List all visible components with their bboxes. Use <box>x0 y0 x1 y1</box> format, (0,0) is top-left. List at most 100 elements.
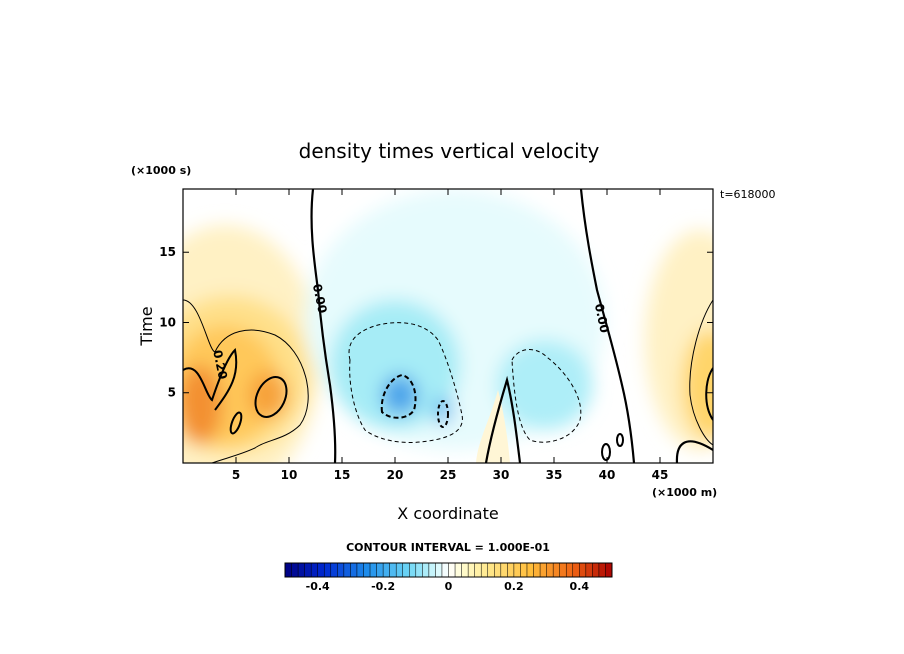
colorbar-cell <box>513 562 521 578</box>
colorbar-cell <box>539 562 548 578</box>
x-unit-label: (×1000 m) <box>652 486 717 499</box>
colorbar-cell <box>500 562 508 578</box>
colorbar-cell <box>415 562 423 578</box>
colorbar-cell <box>559 562 567 578</box>
contour-0.1-right <box>689 299 713 446</box>
contour-zero-far-right <box>675 440 713 463</box>
colorbar-cell <box>487 562 495 578</box>
y-tick-label: 15 <box>159 245 176 259</box>
colorbar: -0.4 -0.2 0 0.2 0.4 <box>284 562 613 593</box>
contour-interval-label: CONTOUR INTERVAL = 1.000E-01 <box>346 541 550 554</box>
colorbar-cell <box>343 562 351 578</box>
colorbar-cell <box>291 562 299 578</box>
field-neg-right <box>497 340 593 430</box>
x-tick-label: 20 <box>387 468 404 482</box>
contour-label: 0.00 <box>592 302 612 334</box>
contour-neg0.2-core2 <box>437 400 449 428</box>
y-tick-label: 5 <box>168 386 176 400</box>
colorbar-cell <box>461 562 469 578</box>
colorbar-tick-label: -0.2 <box>371 580 395 593</box>
time-label: t=618000 <box>720 188 776 201</box>
colorbar-cell <box>356 562 364 578</box>
contour-label: 0.00 <box>310 283 330 315</box>
colorbar-cell <box>428 562 436 578</box>
colorbar-cell <box>330 562 338 578</box>
y-axis-label: Time <box>137 306 156 346</box>
colorbar-cell <box>389 562 397 578</box>
colorbar-tick-label: -0.4 <box>306 580 330 593</box>
colorbar-cell <box>454 562 463 578</box>
colorbar-cell <box>467 562 476 578</box>
contour-0.1-left <box>183 299 309 463</box>
colorbar-cell <box>448 562 456 578</box>
y-tick-label: 10 <box>159 315 176 329</box>
contour-0.2-lobe <box>254 376 288 418</box>
x-tick-label: 5 <box>232 468 240 482</box>
colorbar-cell <box>526 562 534 578</box>
colorbar-tick-label: 0 <box>445 580 453 593</box>
colorbar-cell <box>572 562 580 578</box>
colorbar-cell <box>435 562 443 578</box>
contour-zero-tongue <box>484 375 522 463</box>
colorbar-cell <box>317 562 325 578</box>
x-tick-label: 15 <box>334 468 351 482</box>
contour-lines <box>183 189 713 463</box>
colorbar-cell <box>533 562 541 578</box>
contour-neg0.2-core <box>380 373 417 419</box>
colorbar-cell <box>369 562 378 578</box>
contour-neg0.1-right <box>511 349 582 443</box>
contour-labels: 0.20 0.00 0.00 <box>210 283 611 381</box>
field-shading <box>183 190 713 463</box>
plot-area: 0.20 0.00 0.00 <box>183 189 713 463</box>
colorbar-tick-label: 0.2 <box>504 580 524 593</box>
colorbar-cell <box>382 562 391 578</box>
colorbar-cell <box>422 562 430 578</box>
field-neg-main <box>330 300 460 430</box>
colorbar-cell <box>402 562 410 578</box>
colorbar-cell <box>585 562 593 578</box>
colorbar-cell <box>552 562 561 578</box>
x-axis: 5 10 15 20 25 30 35 40 45 <box>232 189 669 482</box>
colorbar-cell <box>605 562 613 578</box>
contour-0.2-right <box>705 367 713 421</box>
colorbar-cell <box>363 562 371 578</box>
field-left-lobe <box>248 371 288 419</box>
contour-0.2-small <box>229 411 243 435</box>
colorbar-cell <box>579 562 587 578</box>
colorbar-tick-label: 0.4 <box>570 580 590 593</box>
y-axis: 5 10 15 <box>159 245 713 400</box>
colorbar-cell <box>520 562 528 578</box>
colorbar-cell <box>297 562 306 578</box>
colorbar-cell <box>598 562 606 578</box>
y-unit-label: (×1000 s) <box>131 164 191 177</box>
colorbar-cell <box>565 562 574 578</box>
colorbar-cell <box>409 562 417 578</box>
colorbar-cell <box>310 562 319 578</box>
colorbar-frame <box>284 562 613 578</box>
colorbar-cell <box>395 562 404 578</box>
x-tick-label: 45 <box>652 468 669 482</box>
colorbar-cell <box>284 562 292 578</box>
colorbar-cell <box>474 562 482 578</box>
colorbar-cell <box>350 562 358 578</box>
x-axis-label: X coordinate <box>397 504 498 523</box>
colorbar-cell <box>323 562 332 578</box>
colorbar-cell <box>304 562 312 578</box>
colorbar-cell <box>494 562 502 578</box>
colorbar-cell <box>376 562 384 578</box>
colorbar-cell <box>441 562 449 578</box>
contour-zero-right <box>579 189 636 463</box>
contour-zero-loop1 <box>601 443 611 461</box>
x-tick-label: 10 <box>281 468 298 482</box>
chart-title: density times vertical velocity <box>299 139 600 163</box>
x-tick-label: 35 <box>546 468 563 482</box>
field-left-core <box>183 365 222 445</box>
field-neg-core <box>382 375 418 415</box>
contour-zero-left <box>310 189 337 463</box>
colorbar-cell <box>337 562 345 578</box>
x-tick-label: 30 <box>493 468 510 482</box>
colorbar-cell <box>592 562 600 578</box>
contour-neg0.1-left <box>348 322 463 443</box>
field-right-core <box>682 330 713 440</box>
